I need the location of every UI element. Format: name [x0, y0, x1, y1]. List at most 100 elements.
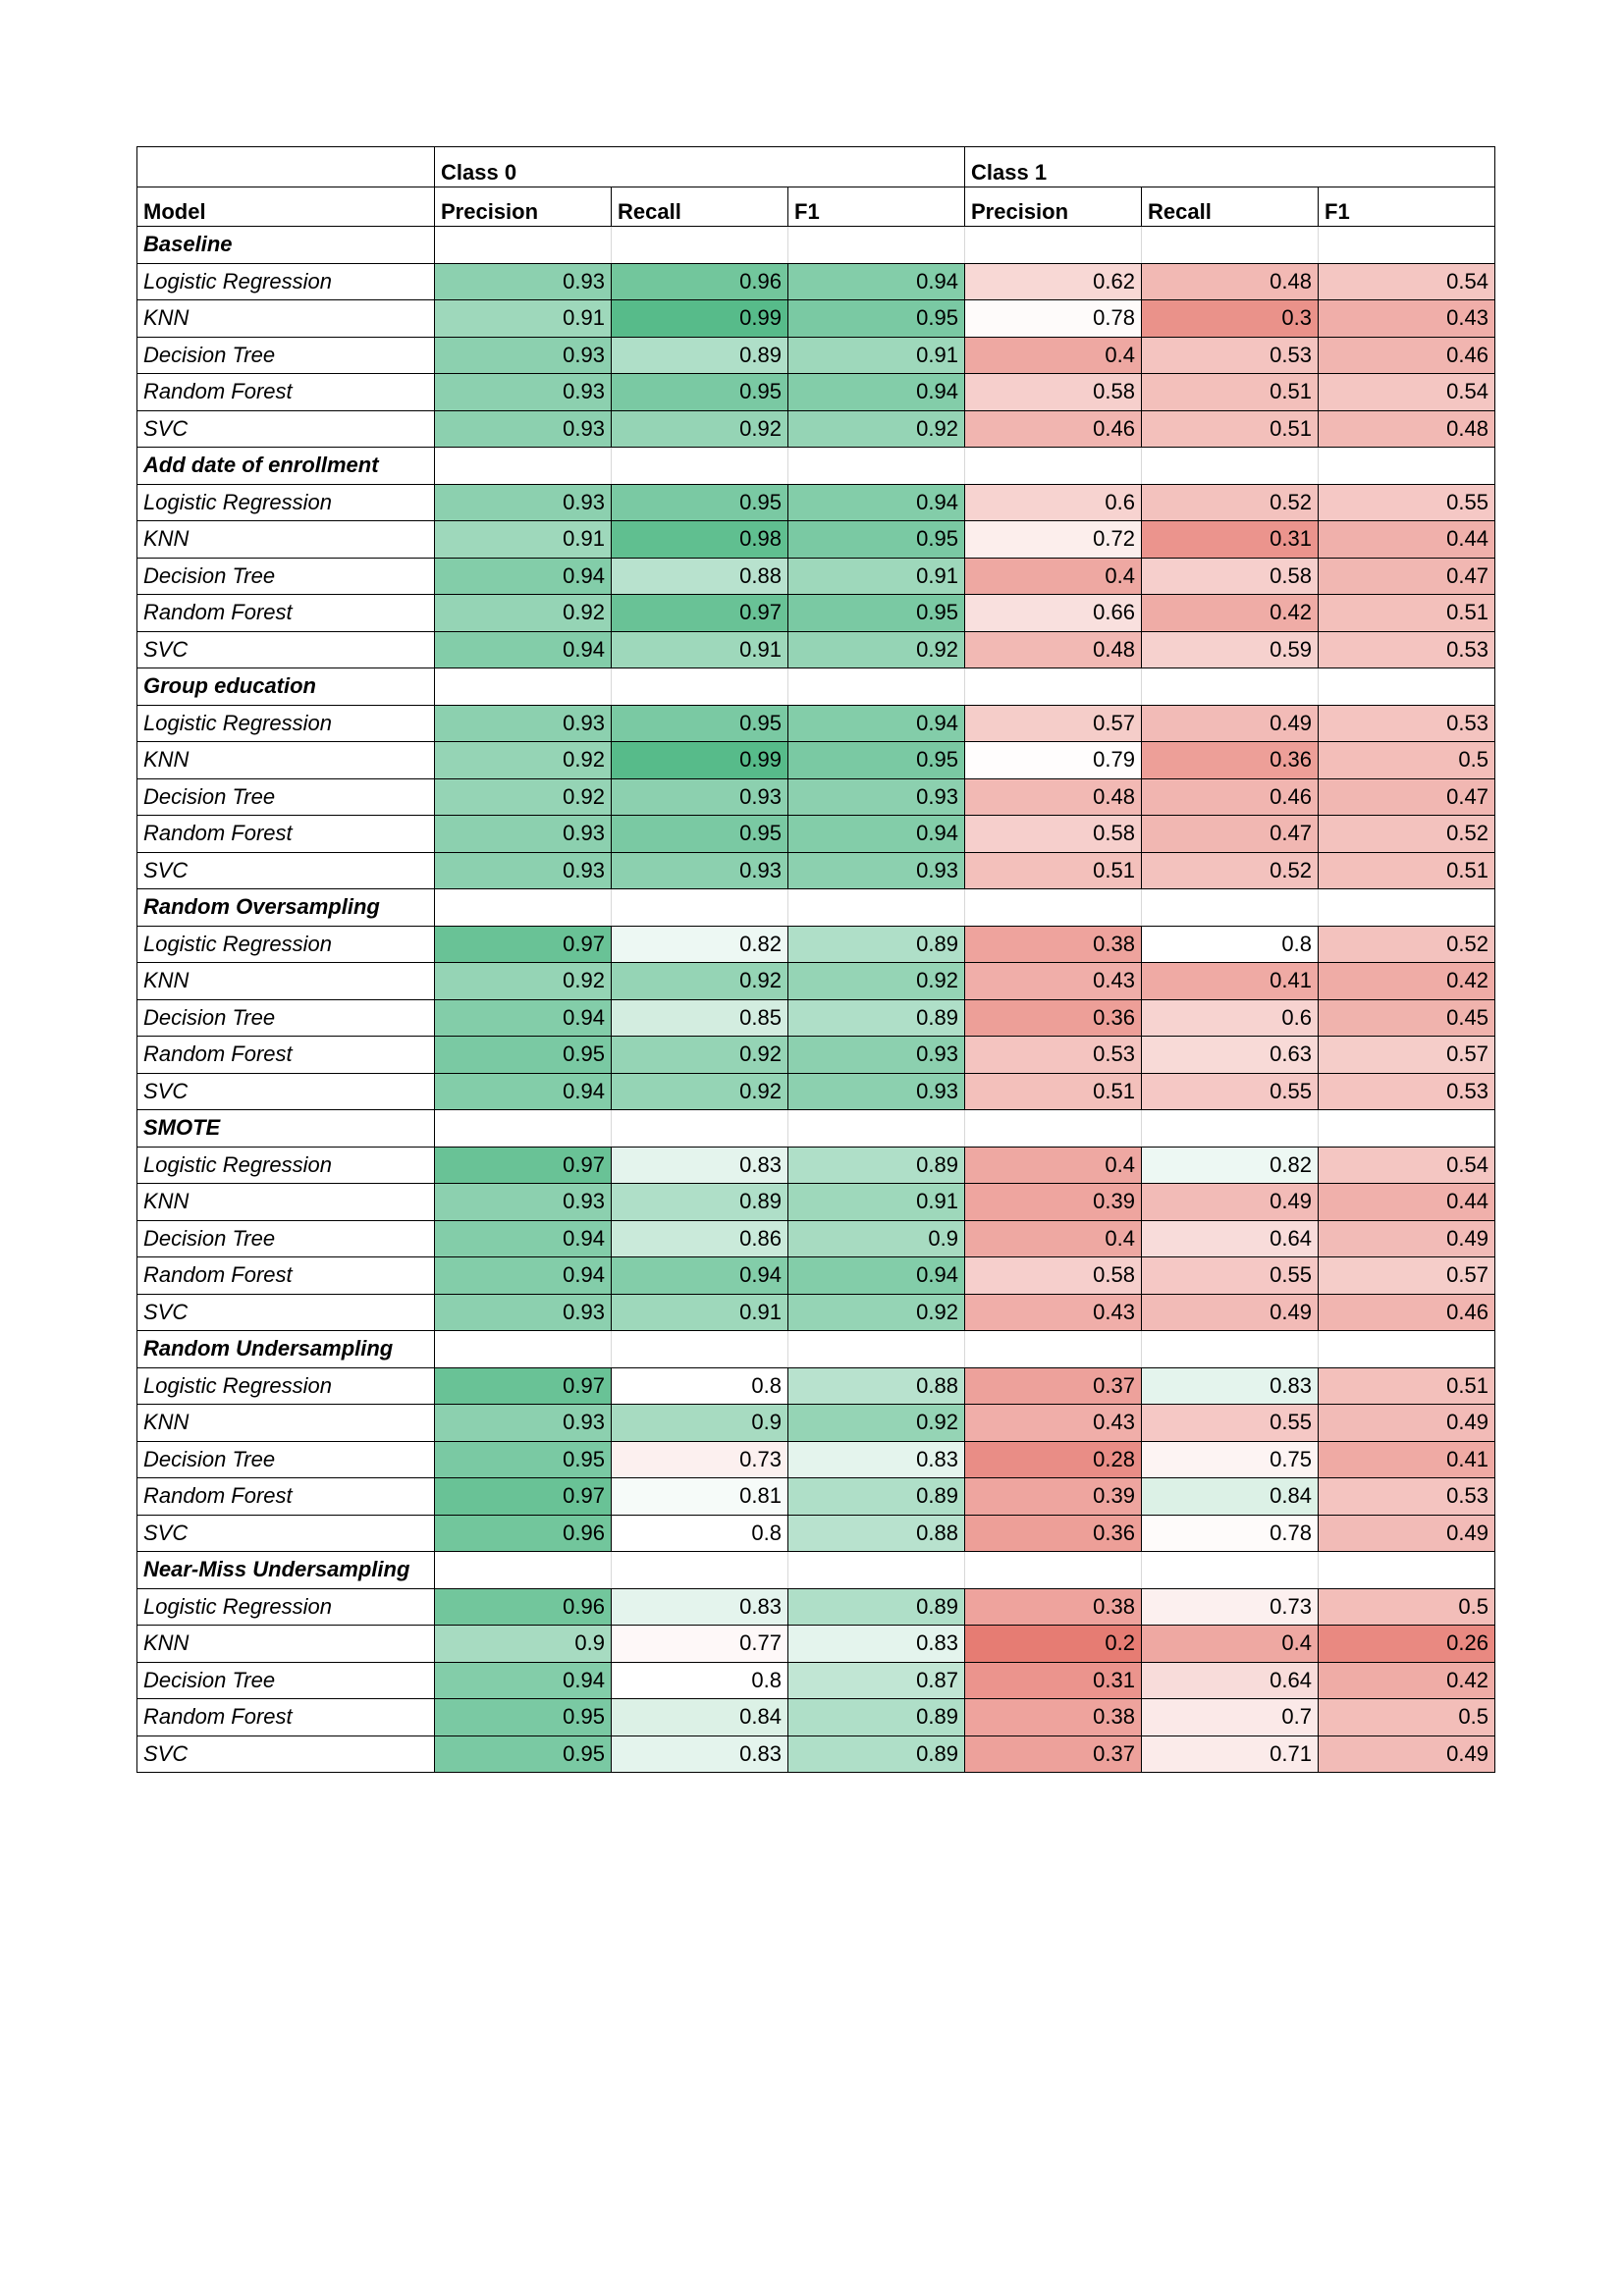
table-row: SVC 0.93 0.91 0.92 0.43 0.49 0.46	[136, 1293, 1495, 1331]
metric-cell-class0-f1: 0.93	[787, 777, 965, 816]
metric-cell-class0-recall: 0.99	[611, 741, 788, 779]
section-title: Random Undersampling	[136, 1330, 435, 1368]
metric-cell-class0-recall: 0.86	[611, 1219, 788, 1257]
metric-cell-class1-f1: 0.53	[1318, 704, 1495, 742]
table-row: KNN 0.92 0.99 0.95 0.79 0.36 0.5	[136, 741, 1495, 779]
metric-cell-class1-f1: 0.49	[1318, 1735, 1495, 1773]
section-blank-cell	[1141, 888, 1319, 927]
metric-cell-class0-precision: 0.91	[434, 299, 612, 338]
metric-cell-class0-precision: 0.93	[434, 483, 612, 521]
metric-cell-class1-precision: 0.43	[964, 1404, 1142, 1442]
model-name: KNN	[136, 1183, 435, 1221]
metric-cell-class0-f1: 0.89	[787, 1698, 965, 1736]
metric-cell-class0-precision: 0.93	[434, 1293, 612, 1331]
metric-cell-class1-precision: 0.31	[964, 1661, 1142, 1699]
metric-cell-class1-recall: 0.59	[1141, 630, 1319, 668]
metric-cell-class1-recall: 0.42	[1141, 594, 1319, 632]
metric-cell-class0-f1: 0.89	[787, 1146, 965, 1184]
section-blank-cell	[434, 1330, 612, 1368]
table-row: Logistic Regression 0.93 0.95 0.94 0.6 0.52 0.…	[136, 483, 1495, 521]
metric-cell-class0-f1: 0.88	[787, 1514, 965, 1552]
metric-cell-class0-precision: 0.94	[434, 630, 612, 668]
metric-cell-class1-f1: 0.43	[1318, 299, 1495, 338]
metric-cell-class1-f1: 0.52	[1318, 815, 1495, 853]
metric-cell-class1-f1: 0.51	[1318, 851, 1495, 889]
section-blank-cell	[611, 888, 788, 927]
metric-cell-class0-f1: 0.94	[787, 373, 965, 411]
group-header-model	[136, 146, 435, 187]
metric-cell-class1-recall: 0.51	[1141, 373, 1319, 411]
metric-cell-class0-f1: 0.95	[787, 520, 965, 559]
metric-cell-class1-precision: 0.4	[964, 557, 1142, 595]
metric-cell-class0-precision: 0.94	[434, 1072, 612, 1110]
section-blank-cell	[964, 226, 1142, 264]
metric-cell-class0-f1: 0.94	[787, 704, 965, 742]
column-header-class1-recall: Recall	[1141, 186, 1319, 227]
metric-cell-class0-recall: 0.82	[611, 925, 788, 963]
model-name: SVC	[136, 851, 435, 889]
metric-cell-class0-precision: 0.97	[434, 1146, 612, 1184]
metric-cell-class0-recall: 0.8	[611, 1514, 788, 1552]
metric-cell-class0-recall: 0.9	[611, 1404, 788, 1442]
metric-cell-class1-precision: 0.57	[964, 704, 1142, 742]
metric-cell-class1-recall: 0.51	[1141, 409, 1319, 448]
table-row: KNN 0.91 0.99 0.95 0.78 0.3 0.43	[136, 299, 1495, 338]
section-blank-cell	[1141, 1109, 1319, 1148]
metric-cell-class0-precision: 0.9	[434, 1625, 612, 1663]
metric-cell-class0-f1: 0.9	[787, 1219, 965, 1257]
metric-cell-class1-recall: 0.78	[1141, 1514, 1319, 1552]
metric-cell-class1-precision: 0.58	[964, 1256, 1142, 1295]
metric-cell-class0-f1: 0.89	[787, 1587, 965, 1626]
metric-cell-class1-f1: 0.46	[1318, 1293, 1495, 1331]
table-row: KNN 0.91 0.98 0.95 0.72 0.31 0.44	[136, 520, 1495, 559]
table-row: Random Forest 0.97 0.81 0.89 0.39 0.84 0.53	[136, 1477, 1495, 1516]
model-name: Decision Tree	[136, 1661, 435, 1699]
metric-cell-class0-f1: 0.91	[787, 336, 965, 374]
table-row: Logistic Regression 0.97 0.8 0.88 0.37 0.83 0.…	[136, 1366, 1495, 1405]
metric-cell-class1-recall: 0.8	[1141, 925, 1319, 963]
metric-cell-class1-recall: 0.3	[1141, 299, 1319, 338]
metric-cell-class1-f1: 0.44	[1318, 1183, 1495, 1221]
metric-cell-class1-recall: 0.52	[1141, 851, 1319, 889]
metric-cell-class1-precision: 0.48	[964, 630, 1142, 668]
model-name: KNN	[136, 962, 435, 1000]
section-blank-cell	[434, 1551, 612, 1589]
section-title: SMOTE	[136, 1109, 435, 1148]
metric-cell-class1-recall: 0.52	[1141, 483, 1319, 521]
table-row: SVC 0.96 0.8 0.88 0.36 0.78 0.49	[136, 1514, 1495, 1552]
metric-cell-class1-precision: 0.51	[964, 851, 1142, 889]
model-name: KNN	[136, 1625, 435, 1663]
metric-cell-class1-precision: 0.62	[964, 262, 1142, 300]
metric-cell-class1-recall: 0.47	[1141, 815, 1319, 853]
table-row: Decision Tree 0.94 0.88 0.91 0.4 0.58 0.47	[136, 557, 1495, 595]
section-blank-cell	[611, 1109, 788, 1148]
metric-cell-class1-precision: 0.53	[964, 1036, 1142, 1074]
metric-cell-class1-precision: 0.36	[964, 1514, 1142, 1552]
metric-cell-class0-recall: 0.73	[611, 1440, 788, 1478]
metric-cell-class0-f1: 0.89	[787, 1477, 965, 1516]
table-row: Decision Tree 0.94 0.8 0.87 0.31 0.64 0.42	[136, 1661, 1495, 1699]
model-name: Decision Tree	[136, 1440, 435, 1478]
metric-cell-class0-recall: 0.92	[611, 1036, 788, 1074]
metric-cell-class0-recall: 0.88	[611, 557, 788, 595]
table-row: SVC 0.94 0.92 0.93 0.51 0.55 0.53	[136, 1072, 1495, 1110]
section-blank-cell	[964, 1551, 1142, 1589]
section-blank-cell	[1318, 226, 1495, 264]
metric-cell-class0-recall: 0.91	[611, 1293, 788, 1331]
metric-cell-class0-precision: 0.91	[434, 520, 612, 559]
section-blank-cell	[611, 1330, 788, 1368]
table-row: Logistic Regression 0.96 0.83 0.89 0.38 0.73 0…	[136, 1587, 1495, 1626]
metric-cell-class1-f1: 0.45	[1318, 998, 1495, 1037]
metric-cell-class0-recall: 0.77	[611, 1625, 788, 1663]
section-blank-cell	[964, 447, 1142, 485]
model-name: Logistic Regression	[136, 1146, 435, 1184]
table-row: Random Forest 0.93 0.95 0.94 0.58 0.51 0.54	[136, 373, 1495, 411]
metric-cell-class0-recall: 0.95	[611, 483, 788, 521]
metric-cell-class0-f1: 0.92	[787, 409, 965, 448]
table-row: KNN 0.93 0.89 0.91 0.39 0.49 0.44	[136, 1183, 1495, 1221]
metric-cell-class1-recall: 0.48	[1141, 262, 1319, 300]
metric-cell-class1-recall: 0.53	[1141, 336, 1319, 374]
metric-cell-class0-recall: 0.89	[611, 336, 788, 374]
metric-cell-class1-recall: 0.7	[1141, 1698, 1319, 1736]
metric-cell-class0-f1: 0.94	[787, 815, 965, 853]
